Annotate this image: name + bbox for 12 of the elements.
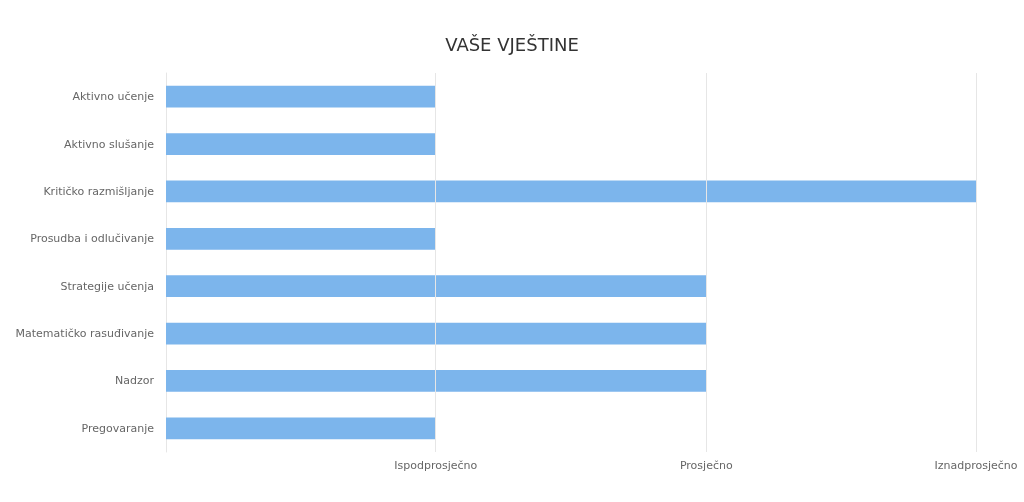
- y-tick-label: Kritičko razmišljanje: [43, 184, 155, 198]
- y-tick-label: Aktivno učenje: [72, 90, 155, 104]
- y-tick-label: Nadzor: [115, 374, 155, 388]
- y-tick-label: Strategije učenja: [60, 279, 154, 293]
- y-tick-label: Pregovaranje: [81, 421, 155, 435]
- y-tick-label: Aktivno slušanje: [64, 137, 155, 151]
- ref-line-label: Ispodprosječno: [394, 459, 478, 472]
- chart-title: VAŠE VJEŠTINE: [445, 33, 579, 55]
- y-tick-label: Prosudba i odlučivanje: [30, 232, 155, 246]
- ref-line-label: Prosječno: [679, 459, 733, 472]
- y-tick-label: Matematičko rasuđivanje: [15, 327, 155, 341]
- ref-line-label: Iznadprosječno: [934, 459, 1018, 472]
